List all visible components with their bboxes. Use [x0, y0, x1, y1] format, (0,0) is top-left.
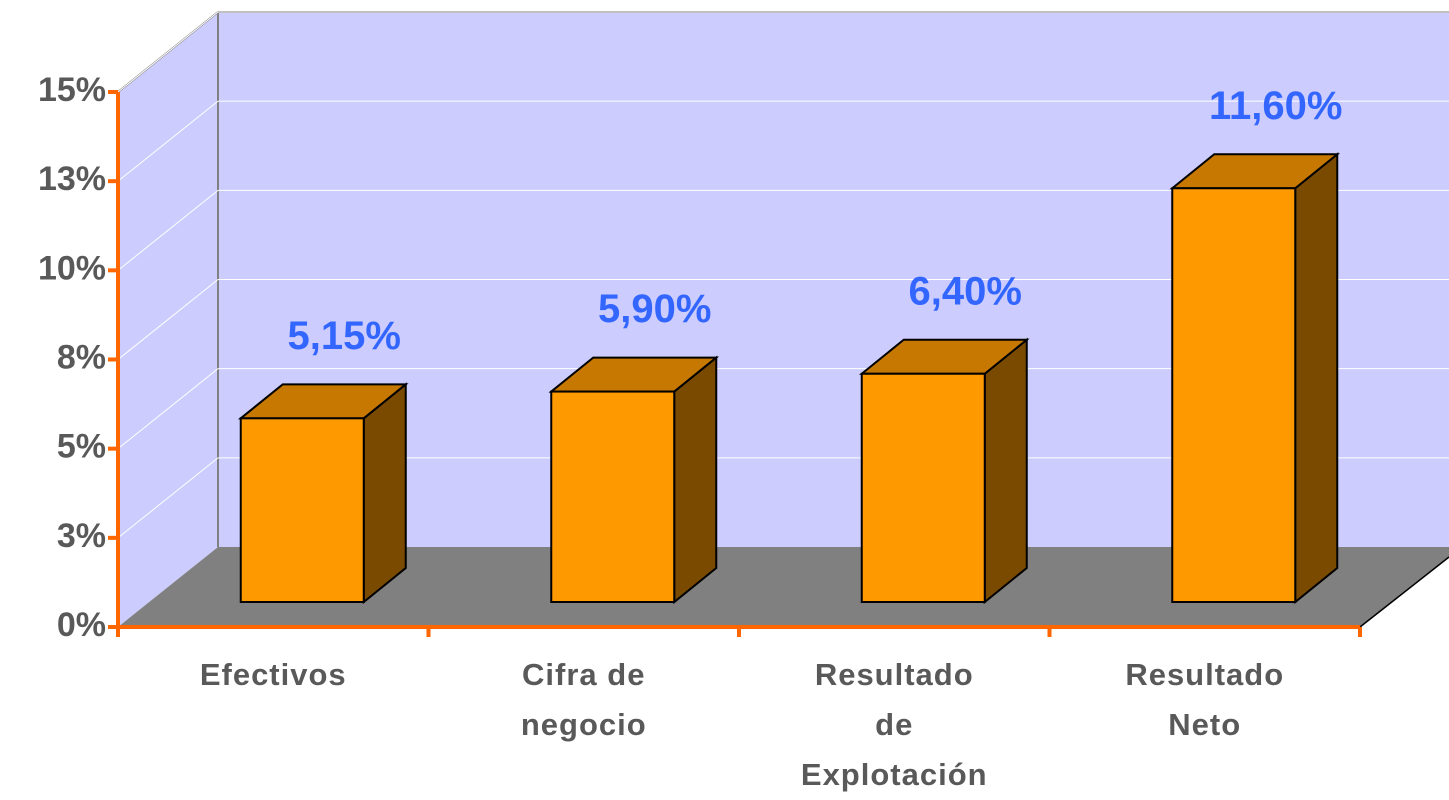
value-label: 11,60%	[1209, 84, 1342, 128]
y-tick-label: 0%	[57, 606, 106, 644]
y-tick-label: 10%	[38, 249, 106, 287]
chart: 0% 3% 5% 8% 10% 13% 15% 5,15% 5,90% 6,40% 11,60%	[38, 11, 1449, 644]
grid-line	[117, 100, 219, 182]
bar	[860, 372, 986, 603]
value-label: 5,90%	[598, 287, 711, 331]
x-tick-label: Cifra de negocio	[520, 657, 647, 742]
grid-line	[117, 11, 219, 93]
grid-line	[117, 457, 219, 539]
value-label: 6,40%	[909, 269, 1022, 313]
x-tick-label: Efectivos	[199, 657, 347, 692]
floor-edge	[1359, 556, 1449, 628]
bar-side	[983, 337, 1028, 605]
y-tick-label: 5%	[57, 428, 106, 466]
grid-line	[117, 279, 219, 360]
floor	[118, 547, 1449, 627]
bar	[1171, 187, 1297, 603]
value-label: 5,15%	[288, 314, 401, 358]
y-tick-label: 13%	[38, 160, 106, 198]
grid-line	[117, 189, 219, 271]
bar	[239, 417, 365, 604]
bar-side	[1294, 152, 1339, 605]
x-tick-label: Resultado de Explotación	[800, 657, 988, 792]
bar-side	[673, 355, 718, 605]
y-tick-label: 3%	[57, 517, 106, 555]
grid-line	[117, 368, 219, 450]
page: 0%3%5%8%10%13%15%5,15%5,90%6,40%11,60% (…	[37, 11, 1449, 792]
bar-side	[362, 382, 407, 605]
y-tick-label: 15%	[38, 71, 106, 109]
bar	[550, 390, 676, 604]
y-tick-label: 8%	[57, 338, 106, 376]
x-tick-label: Resultado Neto	[1125, 657, 1285, 742]
